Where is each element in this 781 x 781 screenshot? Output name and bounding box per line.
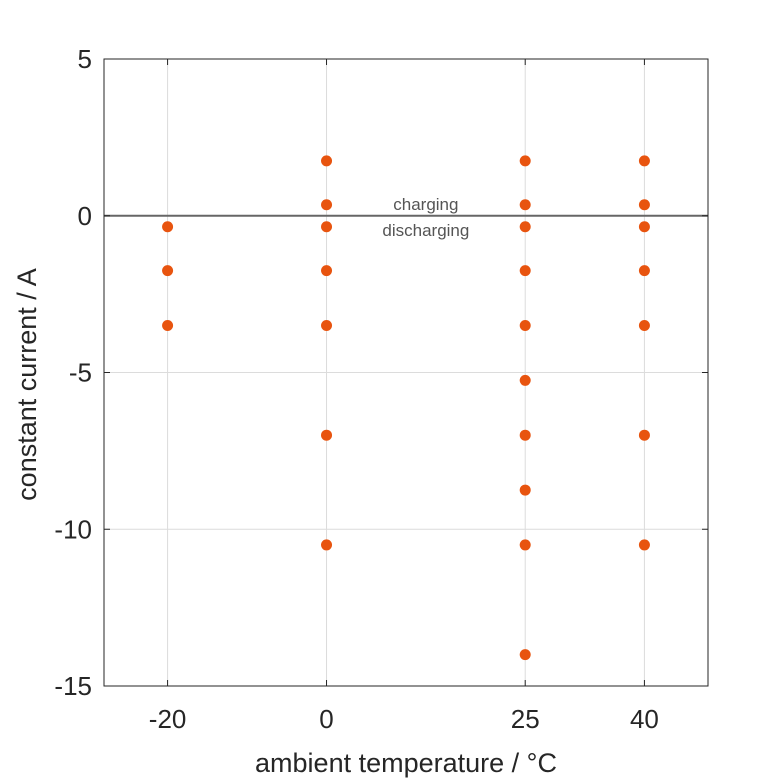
data-point bbox=[519, 155, 531, 167]
data-point bbox=[638, 539, 650, 551]
tick-marks bbox=[104, 58, 708, 687]
y-tick-labels: 5 0 -5 -10 -15 bbox=[54, 44, 92, 701]
y-tick-label: -5 bbox=[69, 358, 92, 388]
data-point bbox=[321, 155, 333, 167]
data-point bbox=[519, 199, 531, 211]
discharging-annotation: discharging bbox=[382, 221, 469, 240]
data-point bbox=[162, 221, 174, 233]
data-point bbox=[638, 221, 650, 233]
data-point bbox=[519, 649, 531, 661]
x-tick-label: 0 bbox=[319, 704, 333, 734]
data-point bbox=[519, 265, 531, 277]
x-tick-labels: -20 0 25 40 bbox=[149, 704, 659, 734]
x-axis-title: ambient temperature / °C bbox=[255, 748, 557, 778]
data-point bbox=[321, 429, 333, 441]
y-tick-label: 0 bbox=[78, 201, 92, 231]
data-point bbox=[519, 221, 531, 233]
data-point bbox=[321, 319, 333, 331]
data-point bbox=[519, 374, 531, 386]
x-tick-label: -20 bbox=[149, 704, 187, 734]
data-point bbox=[519, 539, 531, 551]
data-point bbox=[321, 221, 333, 233]
data-point bbox=[638, 199, 650, 211]
x-tick-label: 25 bbox=[511, 704, 540, 734]
y-tick-label: -10 bbox=[54, 514, 92, 544]
data-point bbox=[321, 539, 333, 551]
charging-annotation: charging bbox=[393, 195, 458, 214]
data-point bbox=[321, 265, 333, 277]
grid-lines bbox=[104, 58, 708, 687]
data-point bbox=[321, 199, 333, 211]
data-point bbox=[162, 319, 174, 331]
data-points bbox=[162, 155, 650, 661]
data-point bbox=[638, 429, 650, 441]
data-point bbox=[519, 484, 531, 496]
data-point bbox=[519, 319, 531, 331]
data-point bbox=[638, 265, 650, 277]
data-point bbox=[638, 319, 650, 331]
x-tick-label: 40 bbox=[630, 704, 659, 734]
data-point bbox=[638, 155, 650, 167]
y-axis-title: constant current / A bbox=[12, 268, 42, 501]
y-tick-label: 5 bbox=[78, 44, 92, 74]
data-point bbox=[162, 265, 174, 277]
y-tick-label: -15 bbox=[54, 671, 92, 701]
data-point bbox=[519, 429, 531, 441]
